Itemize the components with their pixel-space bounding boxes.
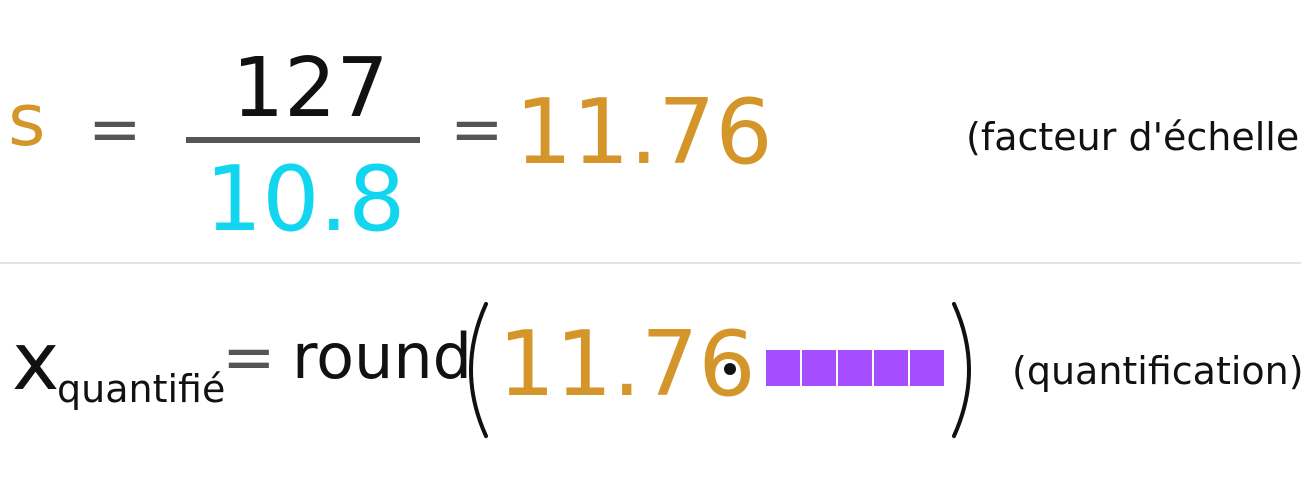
left-parenthesis-icon <box>469 302 488 438</box>
multiply-dot-icon <box>724 363 736 375</box>
input-block <box>838 350 874 386</box>
fraction-numerator: 127 <box>232 41 389 136</box>
divider <box>0 262 1301 264</box>
scale-note: (facteur d'échelle) <box>966 115 1301 159</box>
input-block <box>766 350 802 386</box>
scale-result: 11.76 <box>515 80 773 185</box>
equals-sign: = <box>222 321 276 395</box>
scale-value: 11.76 <box>498 312 756 417</box>
quantized-variable: x <box>12 315 60 408</box>
quantize-note: (quantification) <box>1012 349 1301 393</box>
right-parenthesis-icon <box>952 302 971 438</box>
input-vector <box>766 350 944 386</box>
fraction-bar <box>186 137 420 143</box>
equals-sign: = <box>88 93 142 167</box>
input-block <box>874 350 910 386</box>
fraction-denominator: 10.8 <box>205 147 406 252</box>
input-block <box>802 350 838 386</box>
scale-variable: s <box>8 78 46 162</box>
equals-sign: = <box>450 93 504 167</box>
input-block <box>910 350 944 386</box>
round-function: round <box>292 320 473 393</box>
quantized-subscript: quantifié <box>57 367 226 411</box>
